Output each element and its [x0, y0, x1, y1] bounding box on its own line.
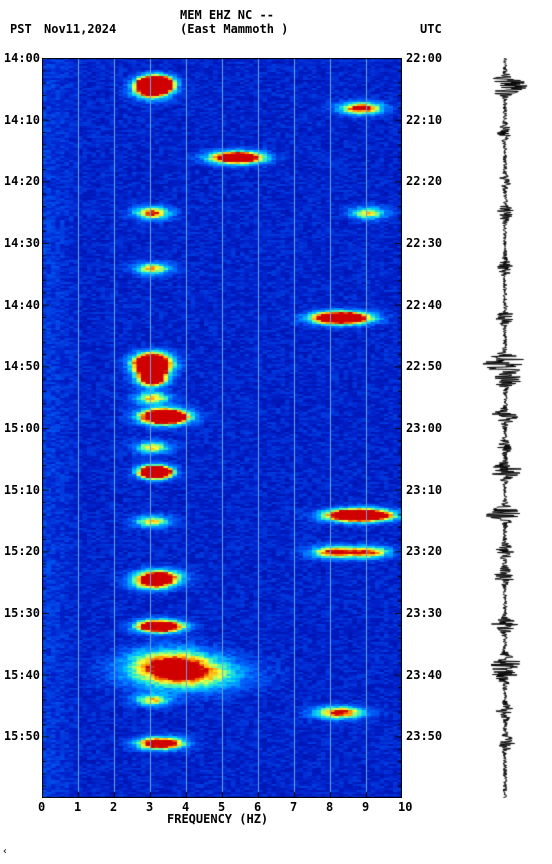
page-root: PST Nov11,2024 MEM EHZ NC -- (East Mammo… [0, 0, 552, 864]
x-tick-label: 2 [110, 800, 117, 814]
y-left-tick-label: 15:30 [4, 606, 40, 620]
station-line2: (East Mammoth ) [180, 22, 288, 36]
y-left-tick-label: 14:20 [4, 174, 40, 188]
x-tick-label: 4 [182, 800, 189, 814]
y-left-tick-label: 15:50 [4, 729, 40, 743]
spectrogram-canvas [42, 58, 402, 798]
y-left-tick-label: 15:20 [4, 544, 40, 558]
y-right-tick-label: 23:10 [406, 483, 442, 497]
y-right-tick-label: 23:00 [406, 421, 442, 435]
x-tick-label: 6 [254, 800, 261, 814]
y-right-tick-label: 23:20 [406, 544, 442, 558]
y-left-tick-label: 14:10 [4, 113, 40, 127]
tz-left-label: PST [10, 22, 32, 36]
y-left-tick-label: 15:40 [4, 668, 40, 682]
x-axis-title: FREQUENCY (HZ) [167, 812, 268, 826]
tz-right-label: UTC [420, 22, 442, 36]
x-tick-label: 10 [398, 800, 412, 814]
y-right-tick-label: 23:40 [406, 668, 442, 682]
footer-char: ‹ [2, 846, 8, 857]
x-tick-label: 8 [326, 800, 333, 814]
y-right-tick-label: 22:20 [406, 174, 442, 188]
x-tick-label: 3 [146, 800, 153, 814]
station-line1: MEM EHZ NC -- [180, 8, 274, 22]
y-left-tick-label: 15:00 [4, 421, 40, 435]
x-tick-label: 9 [362, 800, 369, 814]
x-tick-label: 1 [74, 800, 81, 814]
y-left-tick-label: 14:50 [4, 359, 40, 373]
y-right-tick-label: 22:30 [406, 236, 442, 250]
seismogram-plot [480, 58, 530, 798]
y-right-tick-label: 22:00 [406, 51, 442, 65]
date-label: Nov11,2024 [44, 22, 116, 36]
y-left-tick-label: 14:30 [4, 236, 40, 250]
y-left-tick-label: 14:00 [4, 51, 40, 65]
y-right-tick-label: 22:10 [406, 113, 442, 127]
y-left-tick-label: 14:40 [4, 298, 40, 312]
y-right-tick-label: 23:30 [406, 606, 442, 620]
x-tick-label: 7 [290, 800, 297, 814]
seismogram-canvas [480, 58, 530, 798]
y-left-tick-label: 15:10 [4, 483, 40, 497]
y-right-tick-label: 23:50 [406, 729, 442, 743]
y-right-tick-label: 22:40 [406, 298, 442, 312]
x-tick-label: 0 [38, 800, 45, 814]
x-tick-label: 5 [218, 800, 225, 814]
y-right-tick-label: 22:50 [406, 359, 442, 373]
spectrogram-plot [42, 58, 402, 798]
